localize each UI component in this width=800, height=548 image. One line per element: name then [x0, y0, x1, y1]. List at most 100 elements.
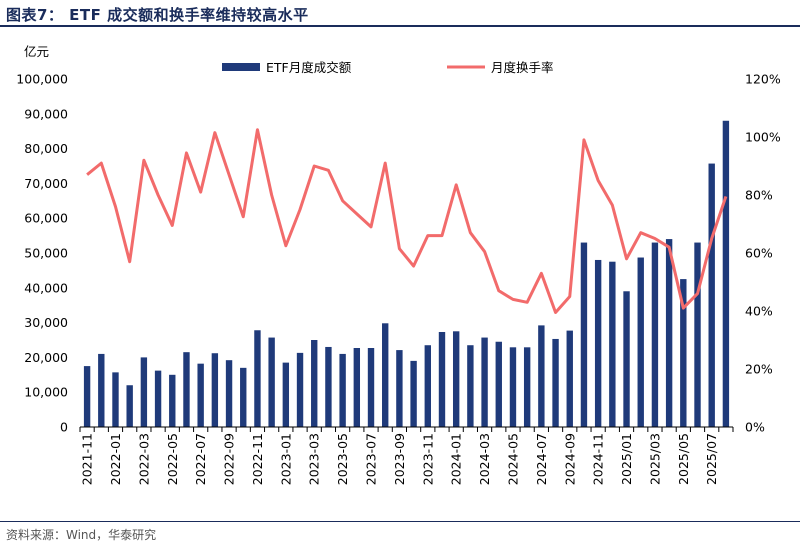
right-tick-label: 0% [745, 420, 765, 435]
bar [225, 360, 233, 427]
bar [296, 352, 304, 427]
right-tick-label: 60% [745, 246, 773, 261]
left-tick-label: 60,000 [24, 211, 68, 226]
bar [240, 367, 247, 427]
bar [140, 357, 148, 427]
bar [410, 360, 417, 427]
x-tick-label: 2025/07 [704, 433, 719, 485]
bar [325, 346, 332, 427]
left-tick-label: 30,000 [24, 315, 68, 330]
x-tick-label: 2024-11 [591, 433, 606, 485]
bar [382, 323, 389, 427]
bar [112, 372, 119, 427]
line-series [86, 128, 728, 314]
x-tick-label: 2022-05 [165, 433, 180, 485]
x-tick-label: 2023-03 [307, 433, 322, 485]
left-tick-label: 70,000 [24, 176, 68, 191]
bar [665, 239, 673, 427]
right-tick-label: 120% [745, 72, 781, 87]
bar [311, 340, 318, 427]
bar [594, 259, 602, 427]
x-tick-label: 2022-09 [222, 433, 237, 485]
x-tick-label: 2024-07 [534, 433, 549, 485]
left-tick-label: 10,000 [24, 385, 68, 400]
x-tick-label: 2024-01 [449, 433, 464, 485]
x-tick-label: 2025/03 [647, 433, 662, 485]
title-rule [0, 25, 800, 27]
x-tick-label: 2023-07 [364, 433, 379, 485]
bar [268, 337, 275, 427]
bar [694, 242, 701, 427]
bar [708, 163, 715, 427]
right-tick-label: 100% [745, 130, 781, 145]
legend-bar-swatch [222, 63, 260, 71]
legend-line-label: 月度换手率 [491, 60, 554, 75]
x-tick-label: 2024-05 [505, 433, 520, 485]
bar [722, 120, 730, 427]
left-tick-label: 100,000 [16, 72, 68, 87]
x-tick-label: 2025/05 [676, 433, 691, 485]
x-tick-label: 2022-01 [108, 433, 123, 485]
figure-title: 图表7： ETF 成交额和换手率维持较高水平 [6, 6, 309, 24]
right-tick-label: 40% [745, 304, 773, 319]
bar [609, 261, 616, 427]
bar [623, 291, 630, 427]
bar [651, 242, 659, 427]
source-note: 资料来源：Wind，华泰研究 [6, 528, 157, 542]
bar [211, 353, 219, 427]
right-tick-label: 20% [745, 362, 773, 377]
bar [98, 353, 105, 427]
source-rule [0, 521, 800, 522]
bar [509, 347, 517, 427]
x-tick-label: 2025/01 [619, 433, 634, 485]
x-tick-label: 2024-09 [562, 433, 577, 485]
bar-series [83, 120, 730, 427]
bar [523, 347, 531, 427]
turnover-line [86, 128, 728, 314]
left-tick-label: 80,000 [24, 141, 68, 156]
bar [396, 350, 403, 427]
right-tick-label: 80% [745, 188, 773, 203]
legend-bar-label: ETF月度成交额 [266, 60, 352, 75]
x-tick-label: 2023-05 [335, 433, 350, 485]
bar [367, 348, 375, 427]
bar [183, 352, 190, 427]
bar [580, 242, 588, 427]
combo-chart: ETF月度成交额 月度换手率 亿元 0 10,000 20,000 30,000 40,… [16, 44, 781, 485]
bar [83, 366, 91, 427]
bar [680, 279, 687, 427]
bar [467, 345, 474, 427]
x-tick-label: 2021-11 [80, 433, 95, 485]
bar [154, 370, 162, 427]
x-tick-label: 2022-07 [193, 433, 208, 485]
bar [353, 348, 361, 427]
x-tick-label: 2022-11 [250, 433, 265, 485]
bar [169, 374, 176, 427]
x-axis: 2021-11 2022-01 2022-03 2022-05 2022-07 2022-… [79, 426, 734, 485]
left-axis-unit: 亿元 [24, 44, 49, 59]
bar [126, 385, 133, 427]
right-axis-ticks: 0% 20% 40% 60% 80% 100% 120% [745, 72, 781, 435]
bar [282, 362, 290, 427]
x-tick-label: 2023-11 [420, 433, 435, 485]
bar [552, 338, 559, 427]
bar [254, 330, 261, 427]
x-tick-label: 2024-03 [477, 433, 492, 485]
left-axis-ticks: 0 10,000 20,000 30,000 40,000 50,000 60,000 70,… [16, 72, 68, 435]
legend: ETF月度成交额 月度换手率 [222, 60, 554, 75]
bar [481, 337, 488, 427]
bar [424, 345, 431, 427]
x-tick-label: 2022-03 [136, 433, 151, 485]
bar [637, 257, 644, 427]
left-tick-label: 0 [60, 420, 68, 435]
bar [566, 330, 573, 427]
left-tick-label: 20,000 [24, 350, 68, 365]
left-tick-label: 40,000 [24, 280, 68, 295]
bar [452, 331, 460, 427]
bar [197, 363, 204, 427]
bar [438, 331, 446, 427]
x-tick-label: 2023-01 [278, 433, 293, 485]
bar [339, 353, 346, 427]
left-tick-label: 90,000 [24, 106, 68, 121]
x-tick-label: 2023-09 [392, 433, 407, 485]
